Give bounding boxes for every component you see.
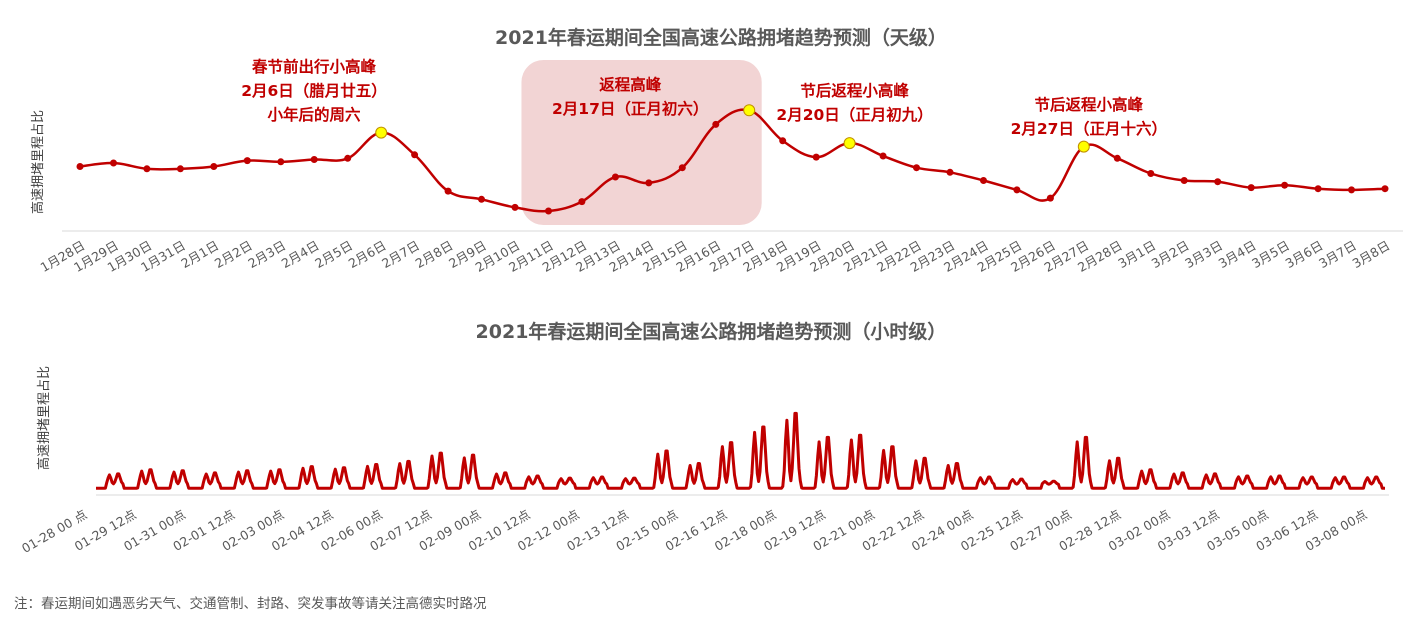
daily-tick-label: 2月4日 [279, 238, 322, 271]
daily-tick-label: 3月1日 [1115, 238, 1158, 271]
daily-data-point [511, 203, 519, 211]
daily-data-point [645, 179, 653, 187]
daily-tick-label: 3月2日 [1149, 238, 1192, 271]
daily-data-point [1281, 181, 1289, 189]
annotation-line: 节后返程小高峰 [1035, 95, 1144, 114]
daily-data-point [1113, 154, 1121, 162]
peak-annotation: 节后返程小高峰 2月27日（正月十六） [1011, 95, 1167, 138]
daily-data-point [1381, 185, 1389, 193]
daily-chart-ylabel: 高速拥堵里程占比 [30, 110, 46, 214]
annotation-line: 返程高峰 [599, 75, 662, 94]
daily-peak-marker [1077, 140, 1090, 153]
annotation-line: 小年后的周六 [267, 105, 361, 124]
daily-peak-marker [743, 104, 756, 117]
daily-tick-label: 2月8日 [413, 238, 456, 271]
daily-data-point [812, 153, 820, 161]
daily-annotations: 春节前出行小高峰 2月6日（腊月廿五） 小年后的周六 返程高峰 2月17日（正月初六） 节… [241, 57, 1167, 138]
footnote: 注：春运期间如遇恶劣天气、交通管制、封路、突发事故等请关注高德实时路况 [14, 596, 487, 612]
hourly-chart-title: 2021年春运期间全国高速公路拥堵趋势预测（小时级） [476, 320, 947, 343]
hourly-series-line [95, 411, 1386, 490]
daily-tick-label: 2月6日 [346, 238, 389, 271]
annotation-line: 2月17日（正月初六） [552, 99, 708, 118]
daily-data-point [76, 163, 84, 170]
daily-tick-label: 2月3日 [245, 238, 288, 271]
peak-annotation: 返程高峰 2月17日（正月初六） [552, 75, 708, 118]
daily-data-point [1046, 194, 1054, 202]
daily-data-point [1314, 185, 1322, 193]
daily-tick-label: 2月5日 [312, 238, 355, 271]
daily-data-point [444, 187, 452, 195]
daily-chart-title: 2021年春运期间全国高速公路拥堵趋势预测（天级） [495, 26, 947, 49]
daily-peak-marker [375, 126, 388, 139]
daily-x-tick-labels: 1月28日1月29日1月30日1月31日2月1日2月2日2月3日2月4日2月5日… [38, 238, 1393, 275]
highlight-box [521, 60, 762, 225]
daily-data-point [545, 207, 552, 215]
peak-annotation: 节后返程小高峰 2月20日（正月初九） [776, 81, 932, 124]
daily-tick-label: 2月1日 [178, 238, 221, 271]
daily-tick-label: 3月8日 [1350, 238, 1393, 271]
daily-data-point [344, 154, 352, 162]
daily-series-line [79, 108, 1386, 213]
return-peak-highlight [521, 60, 762, 225]
daily-data-point [1180, 177, 1188, 184]
daily-chart: 2021年春运期间全国高速公路拥堵趋势预测（天级） 高速拥堵里程占比 1月28日… [30, 26, 1403, 275]
annotation-line: 2月6日（腊月廿五） [241, 81, 387, 100]
daily-data-point [611, 173, 619, 181]
daily-data-point [913, 164, 920, 172]
annotation-line: 2月20日（正月初九） [776, 105, 932, 124]
peak-annotation: 春节前出行小高峰 2月6日（腊月廿五） 小年后的周六 [241, 57, 387, 124]
daily-series-points [76, 104, 1389, 215]
daily-tick-label: 3月7日 [1316, 238, 1359, 271]
daily-tick-label: 2月7日 [379, 238, 422, 271]
charts-canvas: 2021年春运期间全国高速公路拥堵趋势预测（天级） 高速拥堵里程占比 1月28日… [19, 26, 1403, 556]
daily-data-point [712, 120, 720, 128]
daily-data-point [478, 195, 485, 203]
hourly-chart-ylabel: 高速拥堵里程占比 [36, 366, 52, 470]
daily-data-point [210, 163, 218, 170]
daily-data-point [879, 152, 887, 160]
daily-data-point [1247, 184, 1255, 192]
annotation-line: 春节前出行小高峰 [251, 57, 377, 76]
daily-data-point [578, 198, 586, 206]
daily-tick-label: 3月4日 [1216, 238, 1259, 271]
daily-data-point [1348, 186, 1355, 194]
daily-data-point [1013, 186, 1021, 194]
daily-data-point [310, 156, 318, 163]
daily-peak-marker [843, 137, 856, 150]
annotation-line: 2月27日（正月十六） [1011, 119, 1167, 138]
daily-data-point [243, 157, 251, 165]
daily-data-point [1147, 170, 1155, 177]
daily-data-point [143, 165, 151, 173]
daily-data-point [110, 159, 117, 167]
daily-data-point [980, 177, 987, 184]
daily-data-point [946, 168, 954, 176]
daily-data-point [1214, 178, 1222, 186]
daily-tick-label: 3月3日 [1182, 238, 1225, 271]
daily-data-point [176, 165, 184, 173]
daily-tick-label: 3月5日 [1249, 238, 1292, 271]
daily-tick-label: 3月6日 [1283, 238, 1326, 271]
daily-data-point [411, 151, 419, 159]
annotation-line: 节后返程小高峰 [800, 81, 909, 100]
daily-data-point [678, 164, 686, 172]
daily-tick-label: 2月2日 [212, 238, 255, 271]
hourly-chart: 2021年春运期间全国高速公路拥堵趋势预测（小时级） 高速拥堵里程占比 01-2… [19, 320, 1389, 556]
daily-data-point [779, 137, 787, 145]
daily-data-point [277, 158, 285, 166]
